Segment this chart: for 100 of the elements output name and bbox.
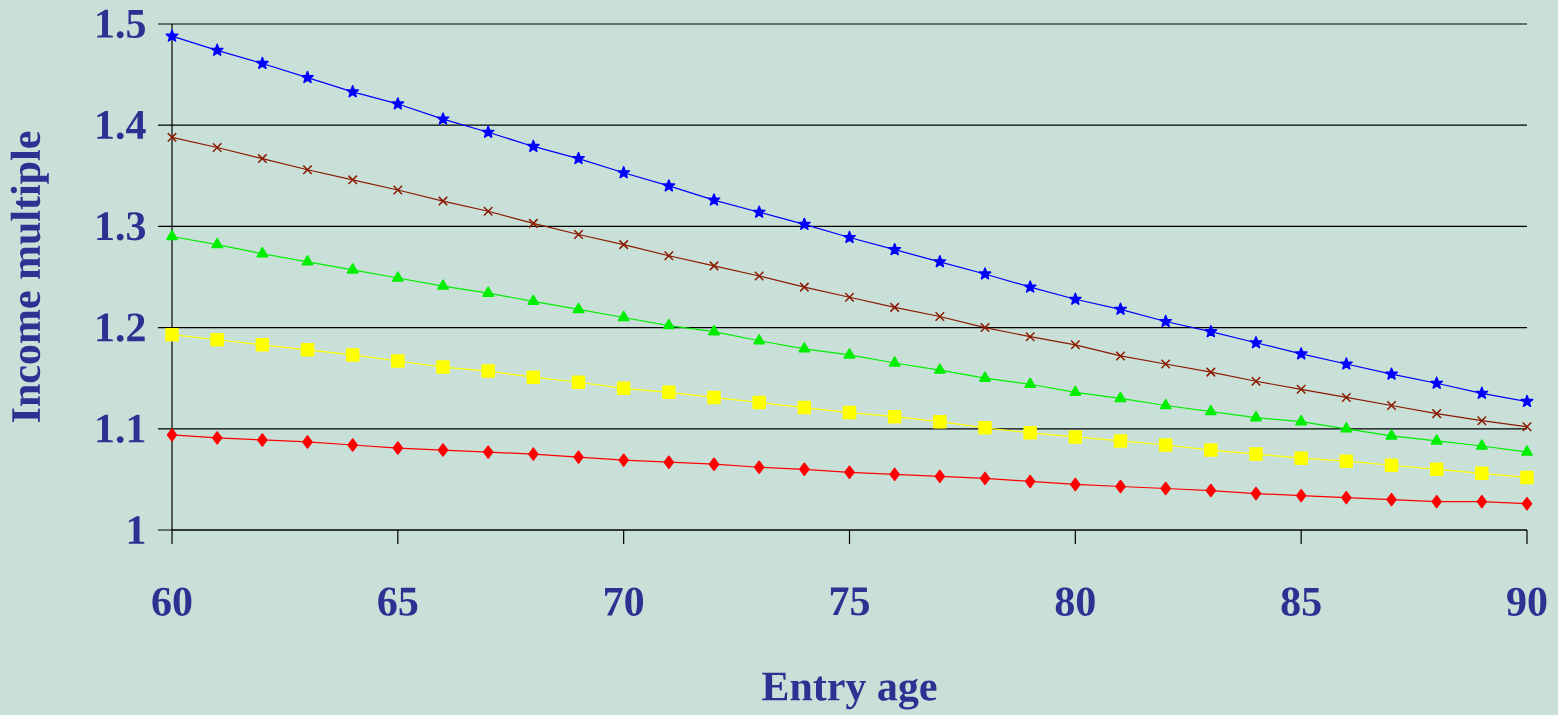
point: [526, 139, 540, 153]
point: [1068, 292, 1082, 305]
point: [1341, 392, 1352, 403]
y-tick-label: 1.2: [97, 313, 145, 342]
point: [1521, 496, 1533, 511]
point: [1205, 367, 1216, 378]
point: [1204, 404, 1217, 416]
point: [345, 348, 360, 362]
point: [933, 363, 946, 374]
x-tick-label: 60: [152, 587, 192, 616]
point: [1160, 481, 1171, 496]
point: [1204, 443, 1218, 457]
point: [1339, 357, 1353, 370]
point: [481, 125, 495, 138]
point: [391, 271, 404, 282]
point: [1115, 350, 1126, 361]
y-axis-title: Income multiple: [10, 131, 49, 422]
y-tick-label: 1: [128, 516, 145, 544]
point: [889, 467, 900, 482]
point: [1386, 492, 1397, 507]
point: [1431, 408, 1442, 419]
point: [616, 381, 631, 396]
point: [1024, 377, 1037, 389]
point: [1476, 494, 1488, 509]
point: [979, 371, 991, 382]
point: [346, 263, 359, 274]
point: [1024, 474, 1036, 489]
point: [1430, 376, 1444, 389]
point: [1341, 490, 1352, 505]
point: [798, 342, 811, 353]
point: [1522, 421, 1532, 432]
point: [301, 255, 314, 266]
x-tick-label: 65: [378, 587, 418, 616]
y-tick-label: 1.3: [97, 212, 146, 241]
point: [436, 112, 450, 125]
x-tick-label: 75: [830, 587, 869, 616]
point: [211, 237, 224, 249]
point: [1385, 367, 1398, 380]
point: [844, 292, 855, 303]
x-tick-label: 85: [1281, 587, 1321, 616]
point: [1023, 426, 1037, 440]
point: [1475, 386, 1489, 399]
point: [753, 460, 765, 475]
x-tick-label: 80: [1055, 587, 1095, 616]
y-tick-label: 1.4: [97, 111, 146, 140]
point: [978, 421, 992, 435]
point: [438, 196, 448, 207]
point: [1520, 394, 1534, 408]
x-tick-label: 70: [605, 587, 644, 616]
point: [483, 206, 494, 217]
point: [481, 364, 495, 378]
point: [212, 142, 223, 153]
point: [165, 29, 179, 42]
point: [754, 271, 765, 281]
point: [1251, 376, 1261, 387]
point: [392, 441, 404, 455]
point: [1385, 429, 1398, 440]
point: [167, 132, 177, 143]
point: [753, 334, 766, 345]
point: [752, 395, 766, 410]
point: [843, 348, 856, 359]
point: [662, 179, 676, 192]
point: [1476, 415, 1487, 426]
point: [392, 184, 403, 195]
point: [210, 43, 224, 56]
point: [1295, 414, 1308, 426]
point: [662, 318, 675, 330]
point: [708, 324, 720, 336]
point: [255, 338, 270, 352]
point: [1068, 430, 1083, 444]
point: [300, 343, 315, 357]
point: [391, 354, 405, 368]
point: [1115, 479, 1126, 494]
point: [573, 229, 584, 240]
point: [527, 294, 540, 306]
point: [1339, 454, 1354, 468]
point: [436, 360, 450, 374]
point: [528, 218, 539, 229]
point: [1250, 486, 1262, 501]
point: [1520, 470, 1534, 485]
point: [302, 164, 313, 175]
point: [707, 390, 721, 405]
x-tick-label: 90: [1507, 587, 1547, 616]
point: [889, 302, 900, 313]
point: [571, 375, 586, 389]
point: [617, 310, 630, 322]
point: [573, 450, 584, 464]
point: [1204, 324, 1218, 338]
point: [482, 286, 495, 297]
point: [1158, 438, 1173, 452]
point: [211, 431, 223, 445]
point: [1114, 391, 1127, 403]
point: [1070, 477, 1081, 492]
point: [617, 166, 631, 179]
point: [1475, 439, 1488, 450]
point: [1429, 462, 1444, 477]
point: [1249, 336, 1263, 349]
point: [752, 205, 766, 218]
point: [1340, 422, 1353, 433]
point: [1430, 434, 1443, 445]
